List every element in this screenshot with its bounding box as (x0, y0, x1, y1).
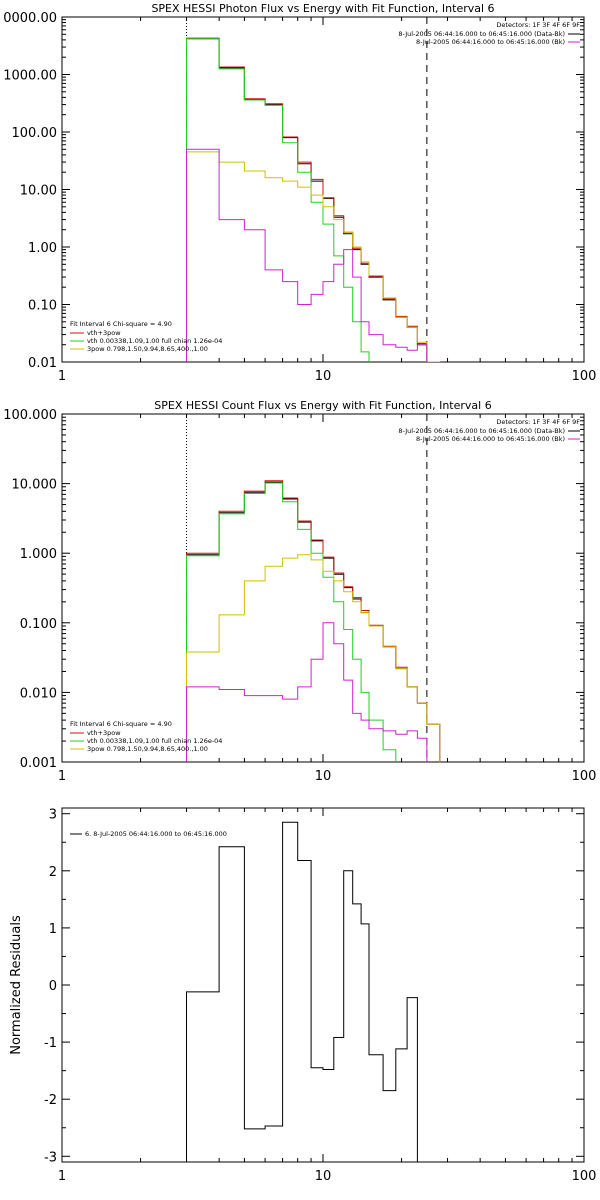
x-tick-label: 100 (572, 769, 597, 784)
x-tick-label: 1 (58, 369, 66, 384)
y-tick-label: 0.010 (20, 686, 57, 701)
y-tick-label: -1 (44, 1036, 57, 1051)
y-tick-label: 10.000 (12, 478, 58, 493)
series-line-1 (186, 37, 428, 362)
y-tick-label: -3 (44, 1150, 57, 1165)
legend-entry: vth+3pow (87, 729, 121, 737)
x-tick-label: 10 (315, 369, 332, 384)
x-tick-label: 100 (572, 369, 597, 384)
axes-frame (61, 807, 585, 1163)
y-tick-label: 0.01 (28, 356, 57, 371)
legend-entry: 8-Jul-2005 06:44:16.000 to 06:45:16.000 … (398, 427, 565, 435)
y-tick-label: 100.00 (12, 126, 58, 141)
chart-panel-photon: SPEX HESSI Photon Flux vs Energy with Fi… (3, 2, 597, 384)
x-tick-label: 10 (315, 769, 332, 784)
y-tick-label: 1.000 (20, 547, 57, 562)
legend-entry: vth 0.00338,1.09,1.00 full chian 1.26e-0… (87, 737, 222, 745)
series-line-0 (186, 38, 428, 362)
chart-panel-count: SPEX HESSI Count Flux vs Energy with Fit… (3, 399, 597, 784)
plot-area (186, 37, 441, 362)
y-tick-label: -2 (44, 1093, 57, 1108)
y-tick-label: 0.100 (20, 617, 57, 632)
y-tick-label: 3 (49, 808, 57, 823)
plot-area (186, 821, 418, 1162)
series-line-2 (186, 482, 397, 762)
y-tick-label: 10.00 (20, 184, 57, 199)
y-tick-label: 1.00 (28, 241, 57, 256)
y-tick-label: 100.000 (3, 408, 57, 423)
series-line-2 (186, 38, 370, 362)
y-axis-label: Normalized Residuals (9, 915, 24, 1055)
series-line-4 (186, 622, 428, 762)
y-tick-label: 0000.00 (3, 11, 57, 26)
legend-entry: 8-Jul-2005 06:44:16.000 to 06:45:16.000 … (416, 38, 565, 46)
legend-entry: 6. 8-Jul-2005 06:44:16.000 to 06:45:16.0… (85, 830, 227, 838)
y-tick-label: 0.10 (28, 299, 57, 314)
chart-title: SPEX HESSI Count Flux vs Energy with Fit… (154, 399, 491, 412)
legend-entry: vth+3pow (87, 329, 121, 337)
y-tick-label: 1 (49, 922, 57, 937)
series-line-0 (186, 821, 418, 1162)
legend-header: Detectors: 1F 3F 4F 6F 9F (496, 418, 580, 426)
y-tick-label: 0 (49, 979, 57, 994)
chart-panel-residuals: 1 10 100 -3 -2 -1 0 1 2 3 Normalized Residuals 6. 8… (9, 807, 597, 1184)
x-tick-label: 10 (315, 1169, 332, 1184)
series-line-3 (186, 151, 441, 362)
legend-header: Fit Interval 6 Chi-square = 4.90 (70, 320, 172, 328)
axes-frame (61, 413, 585, 763)
x-tick-label: 100 (572, 1169, 597, 1184)
legend-header: Fit Interval 6 Chi-square = 4.90 (70, 720, 172, 728)
x-tick-label: 1 (58, 769, 66, 784)
x-tick-label: 1 (58, 1169, 66, 1184)
legend-entry: 8-Jul-2005 06:44:16.000 to 06:45:16.000 … (416, 435, 565, 443)
series-line-3 (186, 554, 441, 762)
legend-entry: 3pow 0.798,1.50,9.94,8.65,400.,1.00 (87, 745, 208, 753)
series-line-0 (186, 481, 441, 762)
y-tick-label: 2 (49, 865, 57, 880)
plot-area (186, 480, 441, 762)
legend-entry: vth 0.00338,1.09,1.00 full chian 1.26e-0… (87, 337, 222, 345)
y-tick-label: 0.001 (20, 756, 57, 771)
legend-entry: 8-Jul-2005 06:44:16.000 to 06:45:16.000 … (398, 30, 565, 38)
series-line-4 (186, 148, 428, 362)
legend-header: Detectors: 1F 3F 4F 6F 9F (496, 21, 580, 29)
legend-entry: 3pow 0.798,1.50,9.94,8.65,400.,1.00 (87, 345, 208, 353)
chart-title: SPEX HESSI Photon Flux vs Energy with Fi… (151, 2, 494, 15)
y-tick-label: 1000.00 (3, 69, 57, 84)
